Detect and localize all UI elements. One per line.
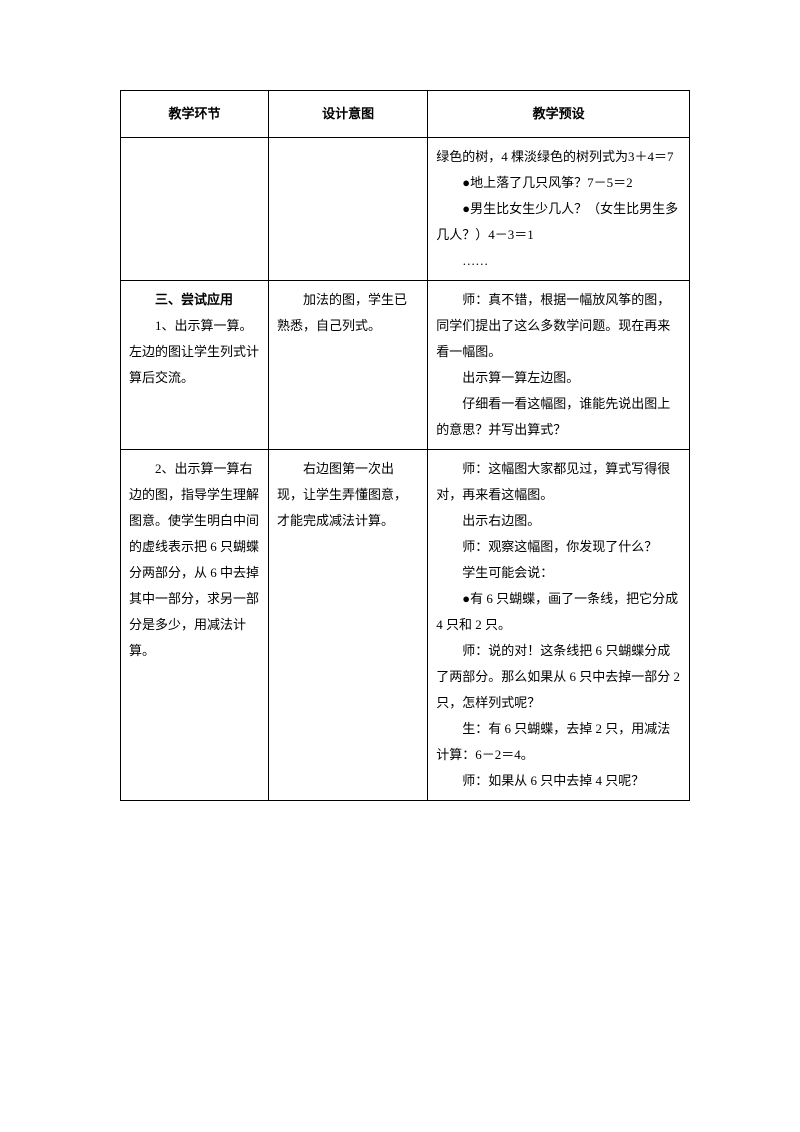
cell-r1-c3: 绿色的树，4 棵淡绿色的树列式为3＋4＝7 ●地上落了几只风筝？7－5＝2 ●男… [428, 138, 690, 281]
text-line: 出示右边图。 [436, 508, 681, 534]
text-line: 师：真不错，根据一幅放风筝的图，同学们提出了这么多数学问题。现在再来看一幅图。 [436, 287, 681, 365]
header-col1: 教学环节 [121, 91, 269, 138]
header-col3: 教学预设 [428, 91, 690, 138]
text-line: 师：观察这幅图，你发现了什么？ [436, 534, 681, 560]
cell-r3-c2: 右边图第一次出现，让学生弄懂图意，才能完成减法计算。 [268, 450, 427, 801]
text-line: 仔细看一看这幅图，谁能先说出图上的意思？并写出算式？ [436, 391, 681, 443]
text-line: ●有 6 只蝴蝶，画了一条线，把它分成 4 只和 2 只。 [436, 586, 681, 638]
lesson-plan-table: 教学环节 设计意图 教学预设 绿色的树，4 棵淡绿色的树列式为3＋4＝7 ●地上… [120, 90, 690, 801]
text-line: 2、出示算一算右边的图，指导学生理解图意。使学生明白中间的虚线表示把 6 只蝴蝶… [129, 456, 260, 664]
text-line: 出示算一算左边图。 [436, 365, 681, 391]
cell-r1-c2 [268, 138, 427, 281]
text-line: 师：说的对！这条线把 6 只蝴蝶分成了两部分。那么如果从 6 只中去掉一部分 2… [436, 638, 681, 716]
text-line: ●地上落了几只风筝？7－5＝2 [436, 170, 681, 196]
text-line: 加法的图，学生已熟悉，自己列式。 [277, 287, 419, 339]
table-header-row: 教学环节 设计意图 教学预设 [121, 91, 690, 138]
text-line: 绿色的树，4 棵淡绿色的树列式为3＋4＝7 [436, 144, 681, 170]
cell-r2-c1: 三、尝试应用 1、出示算一算。左边的图让学生列式计算后交流。 [121, 281, 269, 450]
cell-r2-c3: 师：真不错，根据一幅放风筝的图，同学们提出了这么多数学问题。现在再来看一幅图。 … [428, 281, 690, 450]
cell-r3-c3: 师：这幅图大家都见过，算式写得很对，再来看这幅图。 出示右边图。 师：观察这幅图… [428, 450, 690, 801]
text-line: 师：这幅图大家都见过，算式写得很对，再来看这幅图。 [436, 456, 681, 508]
header-col2: 设计意图 [268, 91, 427, 138]
section-title: 三、尝试应用 [129, 287, 260, 313]
text-line: 师：如果从 6 只中去掉 4 只呢？ [436, 768, 681, 794]
table-row: 绿色的树，4 棵淡绿色的树列式为3＋4＝7 ●地上落了几只风筝？7－5＝2 ●男… [121, 138, 690, 281]
text-line: 学生可能会说： [436, 560, 681, 586]
cell-r3-c1: 2、出示算一算右边的图，指导学生理解图意。使学生明白中间的虚线表示把 6 只蝴蝶… [121, 450, 269, 801]
text-line: …… [436, 248, 681, 274]
cell-r2-c2: 加法的图，学生已熟悉，自己列式。 [268, 281, 427, 450]
table-row: 三、尝试应用 1、出示算一算。左边的图让学生列式计算后交流。 加法的图，学生已熟… [121, 281, 690, 450]
table-row: 2、出示算一算右边的图，指导学生理解图意。使学生明白中间的虚线表示把 6 只蝴蝶… [121, 450, 690, 801]
text-line: 1、出示算一算。左边的图让学生列式计算后交流。 [129, 313, 260, 391]
text-line: ●男生比女生少几人？（女生比男生多几人？）4－3＝1 [436, 196, 681, 248]
text-line: 右边图第一次出现，让学生弄懂图意，才能完成减法计算。 [277, 456, 419, 534]
cell-r1-c1 [121, 138, 269, 281]
text-line: 生：有 6 只蝴蝶，去掉 2 只，用减法计算：6－2＝4。 [436, 716, 681, 768]
